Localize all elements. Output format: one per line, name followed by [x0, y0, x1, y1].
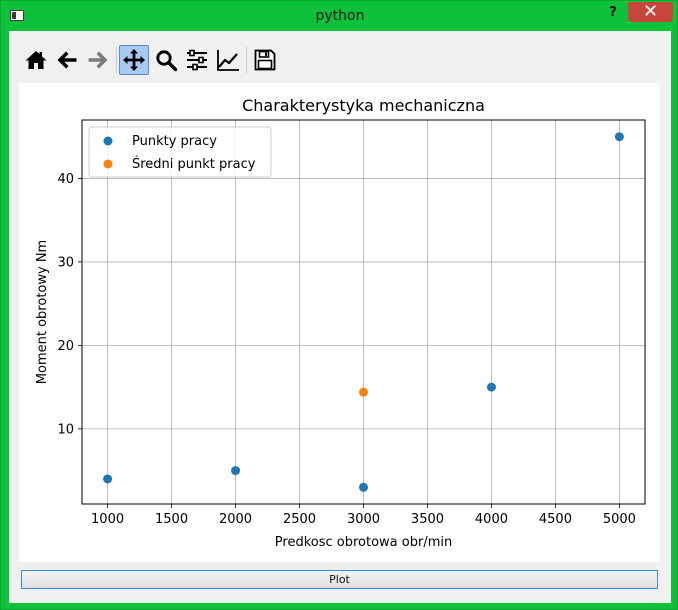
zoom-button[interactable] — [151, 45, 181, 75]
x-tick-label: 4500 — [539, 512, 572, 527]
subplots-config-icon — [187, 49, 207, 71]
y-axis-label: Moment obrotowy Nm — [35, 240, 50, 384]
edit-axis-button[interactable] — [213, 45, 243, 75]
y-tick-label: 20 — [57, 339, 74, 354]
pan-icon — [123, 49, 145, 71]
chart-svg: 1000 1500 2000 2500 3000 3500 4000 4500 5000 10 20… — [35, 96, 646, 550]
x-tick-label: 4000 — [475, 512, 508, 527]
legend-label: Średni punkt pracy — [132, 156, 256, 172]
toolbar-separator — [246, 47, 247, 73]
x-axis-label: Predkosc obrotowa obr/min — [275, 535, 452, 550]
scatter-point — [486, 382, 496, 392]
toolbar-separator — [116, 47, 117, 73]
client-area: 1000 1500 2000 2500 3000 3500 4000 4500 5000 10 20… — [9, 31, 671, 603]
window-title: python — [315, 8, 365, 24]
app-window-icon — [10, 10, 24, 21]
x-tick-label: 3000 — [347, 512, 380, 527]
y-tick-label: 40 — [57, 172, 74, 187]
navigation-toolbar — [21, 43, 291, 75]
x-tick-label: 2000 — [219, 512, 252, 527]
legend-label: Punkty pracy — [132, 134, 217, 149]
legend: Punkty pracy Średni punkt pracy — [88, 126, 272, 178]
scatter-point — [359, 482, 368, 492]
help-button[interactable]: ? — [609, 5, 617, 20]
scatter-point — [103, 474, 113, 484]
plot-button[interactable]: Plot — [21, 570, 658, 589]
x-tick-label: 3500 — [411, 512, 444, 527]
back-arrow-icon — [57, 51, 77, 69]
title-bar[interactable]: python ? ✕ — [1, 1, 678, 31]
x-tick-label: 2500 — [283, 512, 316, 527]
forward-button[interactable] — [83, 45, 113, 75]
x-tick-label: 1500 — [155, 512, 188, 527]
back-button[interactable] — [52, 45, 82, 75]
scatter-point — [231, 466, 241, 476]
subplots-config-button[interactable] — [182, 45, 212, 75]
home-button[interactable] — [21, 45, 51, 75]
chart-title: Charakterystyka mechaniczna — [242, 96, 485, 115]
forward-arrow-icon — [88, 51, 108, 69]
x-tick-label: 1000 — [91, 512, 124, 527]
x-tick-label: 5000 — [603, 512, 636, 527]
figure-canvas[interactable]: 1000 1500 2000 2500 3000 3500 4000 4500 5000 10 20… — [19, 83, 660, 562]
legend-box — [88, 126, 272, 178]
home-icon — [25, 51, 47, 69]
edit-axis-icon — [217, 50, 239, 71]
save-icon — [254, 49, 276, 71]
zoom-icon — [156, 50, 178, 72]
legend-marker — [103, 159, 113, 169]
y-tick-label: 10 — [57, 422, 74, 437]
scatter-point — [614, 132, 624, 142]
save-button[interactable] — [250, 45, 280, 75]
legend-marker — [103, 136, 113, 146]
y-tick-label: 30 — [57, 255, 74, 270]
pan-button[interactable] — [119, 45, 149, 75]
scatter-point — [359, 387, 368, 397]
close-button[interactable]: ✕ — [628, 2, 673, 22]
